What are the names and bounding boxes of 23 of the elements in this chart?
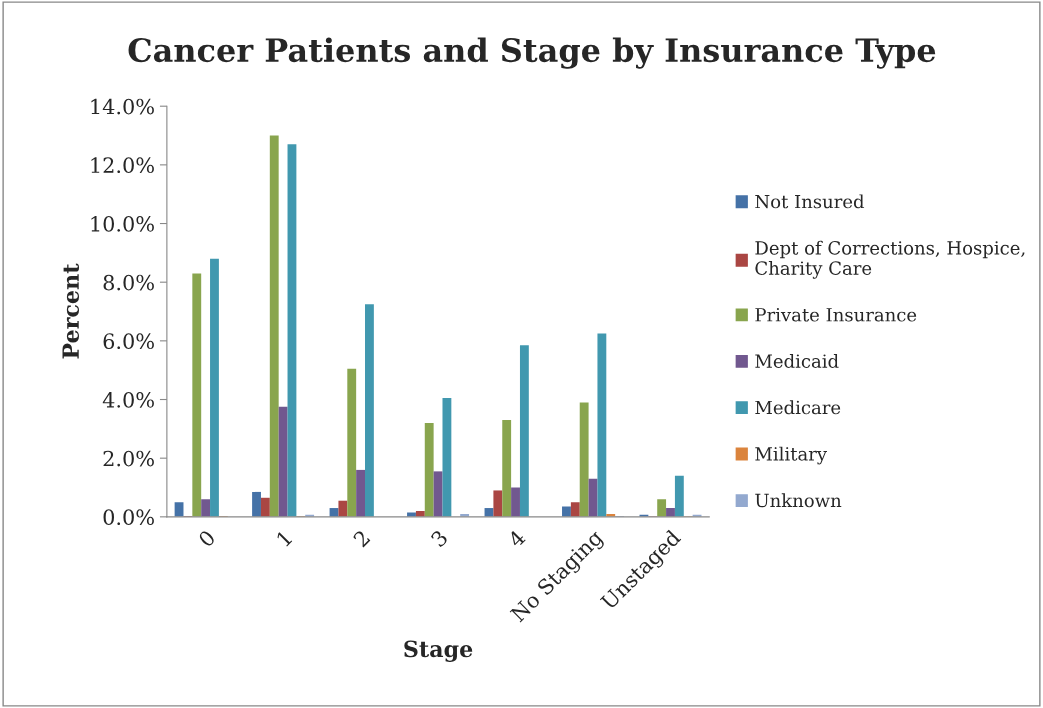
- x-tick-label: 0: [197, 529, 217, 548]
- y-tick-label: 12.0%: [91, 157, 154, 174]
- y-tick-label: 10.0%: [91, 215, 154, 232]
- legend-label: Military: [755, 446, 827, 465]
- chart-title: Cancer Patients and Stage by Insurance Type: [128, 37, 936, 69]
- x-axis-title: Stage: [404, 640, 473, 662]
- legend-label: Not Insured: [755, 194, 865, 209]
- y-tick-label: 0.0%: [103, 509, 154, 526]
- y-tick-label: 14.0%: [91, 98, 154, 115]
- legend-label: Medicaid: [755, 353, 839, 368]
- y-tick-label: 4.0%: [102, 391, 154, 408]
- y-tick-label: 2.0%: [103, 450, 154, 467]
- legend-label: Private Insurance: [755, 308, 917, 322]
- x-tick-label: 2: [352, 529, 371, 548]
- legend-label: Dept of Corrections, Hospice, Charity Care: [755, 240, 1025, 279]
- y-tick-label: 6.0%: [103, 333, 154, 350]
- x-tick-label: 3: [430, 529, 449, 548]
- x-tick-label: 4: [506, 528, 526, 549]
- legend-label: Unknown: [755, 493, 842, 508]
- x-tick-label: 1: [275, 530, 293, 547]
- y-tick-label: 8.0%: [103, 274, 154, 291]
- legend-label: Medicare: [755, 400, 841, 415]
- y-axis-title: Percent: [62, 263, 80, 359]
